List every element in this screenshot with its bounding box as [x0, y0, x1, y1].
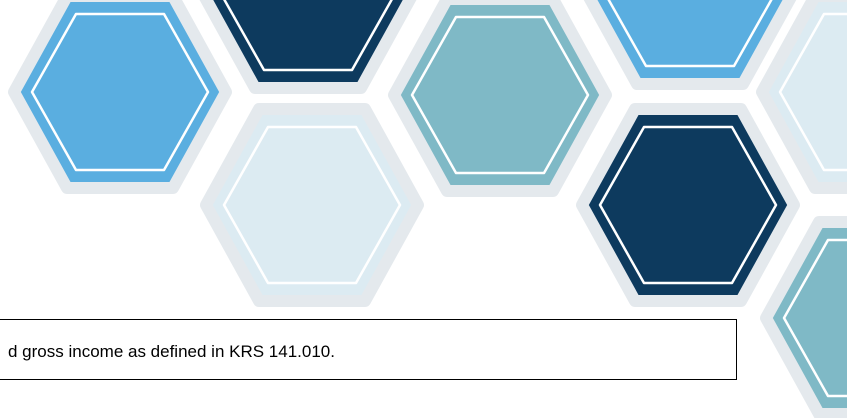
hexagon [202, 0, 414, 88]
body-text: d gross income as defined in KRS 141.010… [8, 342, 335, 362]
hexagon [14, 0, 226, 188]
hexagon [582, 109, 794, 301]
hexagon [766, 222, 847, 414]
text-box: d gross income as defined in KRS 141.010… [0, 319, 737, 380]
hexagon [394, 0, 606, 191]
page: d gross income as defined in KRS 141.010… [0, 0, 847, 418]
hexagon [206, 109, 418, 301]
